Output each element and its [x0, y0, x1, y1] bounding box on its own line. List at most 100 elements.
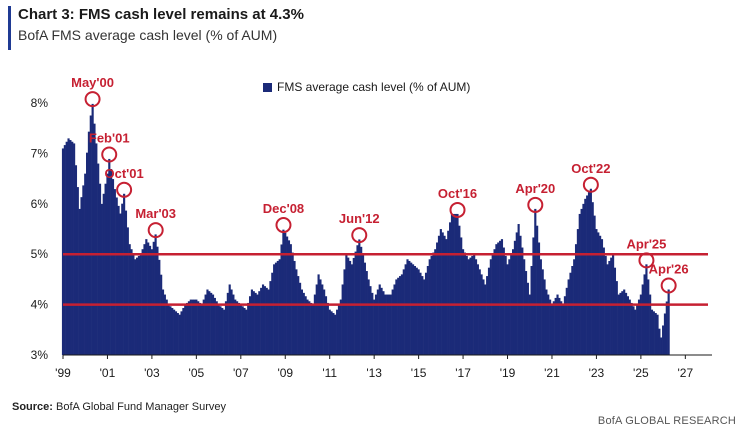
bar [350, 264, 354, 355]
bar [171, 307, 174, 355]
bar [234, 299, 237, 355]
bar [515, 232, 518, 355]
bar [665, 301, 668, 355]
bar [402, 269, 405, 355]
bar [124, 210, 128, 355]
bar [626, 296, 629, 355]
bar [447, 230, 450, 355]
bar [113, 189, 116, 355]
bar [545, 289, 548, 355]
bar [623, 289, 626, 355]
bar [484, 284, 487, 355]
bar [528, 294, 531, 355]
bar [406, 259, 409, 355]
bar [269, 281, 272, 355]
bar [295, 269, 298, 355]
annotation-label: Apr'26 [649, 262, 689, 277]
bar [241, 306, 244, 355]
bar [460, 237, 463, 355]
bar [523, 259, 526, 355]
annotation-label: May'00 [71, 75, 114, 90]
bar [408, 260, 411, 355]
x-tick-label: '13 [366, 366, 382, 380]
annotation-label: Oct'16 [438, 186, 477, 201]
bar [397, 277, 400, 355]
bar [376, 289, 379, 355]
bar [663, 313, 667, 355]
y-tick-label: 5% [31, 247, 49, 261]
bar [252, 291, 255, 355]
bar [224, 301, 228, 355]
bar [206, 289, 209, 355]
bar [584, 198, 587, 355]
bar [560, 301, 563, 355]
bar [282, 229, 285, 355]
bar [378, 284, 381, 355]
bar [117, 205, 120, 355]
bar [621, 291, 624, 355]
bar [597, 232, 600, 355]
bar [613, 267, 617, 355]
bar [111, 179, 115, 355]
bar [300, 289, 303, 355]
bar [521, 247, 524, 355]
bar [450, 213, 454, 355]
bar [299, 282, 302, 355]
bar [617, 294, 620, 355]
annotation-label: Mar'03 [135, 206, 176, 221]
bar [373, 299, 376, 355]
bar [508, 259, 511, 355]
bar [369, 286, 372, 355]
bar [649, 294, 652, 355]
bar [100, 203, 103, 355]
bar [547, 294, 550, 355]
bar [184, 304, 187, 355]
bar [230, 289, 233, 355]
bar [165, 299, 168, 355]
bar [167, 304, 170, 355]
bar [326, 302, 329, 355]
bar [313, 294, 316, 355]
x-tick-label: '07 [233, 366, 249, 380]
bar [323, 289, 326, 355]
bar [552, 301, 555, 355]
bar [208, 291, 211, 355]
bar [587, 192, 591, 355]
x-tick-label: '21 [544, 366, 560, 380]
bar [567, 279, 570, 355]
bar [549, 299, 552, 355]
annotation-layer: May'00 Feb'01 Oct'01 Mar'03 Dec'08 Jun'12 Oct'… [71, 75, 689, 294]
bar [280, 244, 283, 355]
bar [254, 292, 257, 355]
bar [123, 193, 126, 355]
bar [130, 249, 133, 355]
bar [336, 309, 339, 355]
bar [324, 296, 328, 355]
bar [652, 311, 655, 355]
bar [265, 287, 268, 355]
bar [599, 235, 602, 355]
bar [489, 259, 492, 355]
bar [384, 294, 387, 355]
bar [593, 215, 596, 355]
bar [226, 292, 229, 355]
bar [437, 235, 441, 355]
annotation-label: Dec'08 [263, 201, 304, 216]
bar [517, 224, 520, 355]
bar [191, 299, 194, 355]
bar [237, 302, 241, 355]
bar [352, 257, 355, 355]
bar [69, 140, 72, 355]
bar [452, 213, 455, 355]
bar [211, 294, 215, 355]
bar [636, 304, 639, 355]
bar [232, 294, 235, 355]
bar [104, 183, 107, 355]
bar [441, 232, 444, 355]
bar [643, 274, 646, 355]
bar [421, 276, 424, 355]
bar [574, 244, 578, 355]
bar [221, 307, 224, 355]
bar [98, 183, 102, 355]
bar [160, 274, 163, 355]
